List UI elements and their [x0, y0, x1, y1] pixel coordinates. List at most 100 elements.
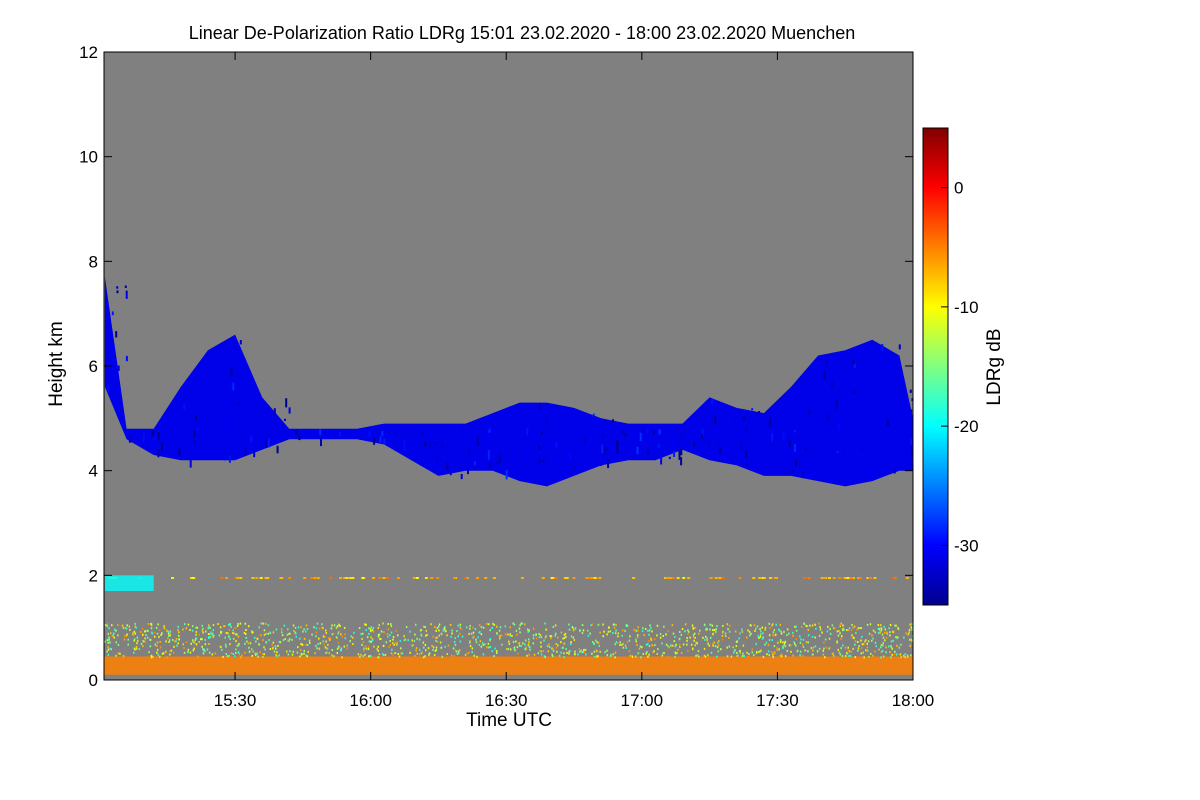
aerosol-speck: [173, 651, 175, 654]
aerosol-speck: [480, 633, 483, 636]
cloud-texture: [616, 440, 619, 450]
aerosol-speck: [110, 632, 112, 635]
aerosol-speck: [579, 650, 581, 653]
aerosol-speck: [377, 635, 380, 638]
aerosol-speck: [335, 626, 338, 629]
aerosol-speck: [201, 638, 203, 641]
aerosol-speck: [162, 652, 165, 655]
cloud-texture: [157, 432, 160, 441]
aerosol-speck: [369, 636, 372, 639]
aerosol-speck: [210, 631, 212, 634]
aerosol-speck: [606, 654, 609, 657]
aerosol-speck: [690, 643, 693, 646]
aerosol-speck: [619, 643, 621, 646]
aerosol-speck: [759, 633, 762, 636]
cloud-texture: [592, 413, 595, 417]
aerosol-speck: [539, 634, 542, 636]
cloud-texture: [603, 445, 606, 455]
aerosol-speck: [771, 639, 773, 642]
aerosol-speck: [848, 627, 851, 630]
cloud-texture: [679, 432, 682, 443]
aerosol-speck: [572, 626, 574, 629]
aerosol-speck: [850, 650, 853, 653]
aerosol-speck: [331, 649, 333, 651]
aerosol-speck: [591, 641, 594, 644]
aerosol-speck: [287, 639, 289, 642]
aerosol-speck: [304, 637, 306, 640]
aerosol-speck: [166, 656, 168, 659]
aerosol-speck: [890, 640, 893, 643]
aerosol-speck: [565, 635, 567, 638]
y-tick-label: 2: [89, 566, 98, 585]
aerosol-speck: [133, 651, 135, 654]
aerosol-speck: [228, 654, 230, 657]
aerosol-speck: [428, 652, 431, 655]
aerosol-speck: [904, 656, 906, 659]
cloud-texture: [223, 418, 226, 428]
aerosol-speck: [475, 641, 478, 644]
aerosol-speck: [201, 624, 203, 627]
aerosol-speck: [357, 653, 360, 656]
aerosol-speck: [254, 654, 257, 656]
aerosol-speck: [840, 647, 842, 650]
aerosol-speck: [208, 625, 210, 628]
aerosol-speck: [425, 629, 428, 632]
aerosol-speck: [818, 634, 821, 637]
aerosol-speck: [540, 636, 543, 639]
aerosol-speck: [251, 654, 253, 657]
cloud-texture: [224, 456, 226, 461]
aerosol-speck: [714, 645, 717, 648]
aerosol-speck: [577, 653, 579, 656]
aerosol-speck: [582, 629, 585, 632]
aerosol-speck: [771, 624, 773, 627]
cloud-texture: [441, 443, 444, 450]
residual-layer-speck: [361, 577, 365, 579]
aerosol-speck: [208, 624, 210, 627]
aerosol-speck: [656, 652, 658, 655]
aerosol-speck: [599, 631, 601, 634]
aerosol-speck: [178, 634, 180, 637]
cloud-texture: [801, 471, 804, 479]
aerosol-speck: [642, 653, 644, 655]
aerosol-speck: [693, 632, 696, 635]
aerosol-speck: [692, 647, 694, 650]
cloud-texture: [831, 380, 833, 388]
aerosol-speck: [469, 640, 471, 643]
residual-layer-speck: [752, 577, 756, 579]
aerosol-speck: [729, 624, 731, 627]
aerosol-speck: [513, 647, 516, 650]
aerosol-speck: [144, 630, 147, 633]
aerosol-speck: [795, 625, 797, 628]
aerosol-speck: [563, 637, 566, 640]
aerosol-speck: [757, 635, 759, 638]
aerosol-speck: [579, 629, 581, 632]
aerosol-speck: [783, 643, 785, 646]
colorbar-tick-label: -30: [954, 536, 979, 555]
cloud-texture: [542, 459, 545, 463]
aerosol-speck: [842, 627, 844, 630]
aerosol-speck: [782, 641, 784, 644]
aerosol-speck: [860, 639, 862, 642]
residual-layer-speck: [554, 577, 558, 579]
aerosol-speck: [692, 634, 695, 636]
aerosol-speck: [339, 625, 341, 628]
aerosol-speck: [606, 649, 608, 652]
aerosol-speck: [182, 643, 184, 646]
aerosol-speck: [227, 632, 229, 635]
aerosol-speck: [853, 637, 855, 640]
aerosol-speck: [696, 654, 699, 657]
cloud-texture: [153, 437, 156, 441]
aerosol-speck: [372, 630, 375, 633]
aerosol-speck: [648, 653, 650, 656]
aerosol-speck: [435, 646, 438, 649]
aerosol-speck: [864, 640, 866, 643]
aerosol-speck: [435, 629, 437, 632]
aerosol-speck: [115, 641, 117, 644]
aerosol-speck: [705, 627, 708, 630]
aerosol-speck: [880, 629, 882, 632]
cloud-texture: [428, 441, 431, 448]
aerosol-speck: [862, 643, 865, 646]
aerosol-speck: [169, 630, 172, 633]
aerosol-speck: [246, 640, 248, 643]
aerosol-speck: [185, 627, 188, 630]
